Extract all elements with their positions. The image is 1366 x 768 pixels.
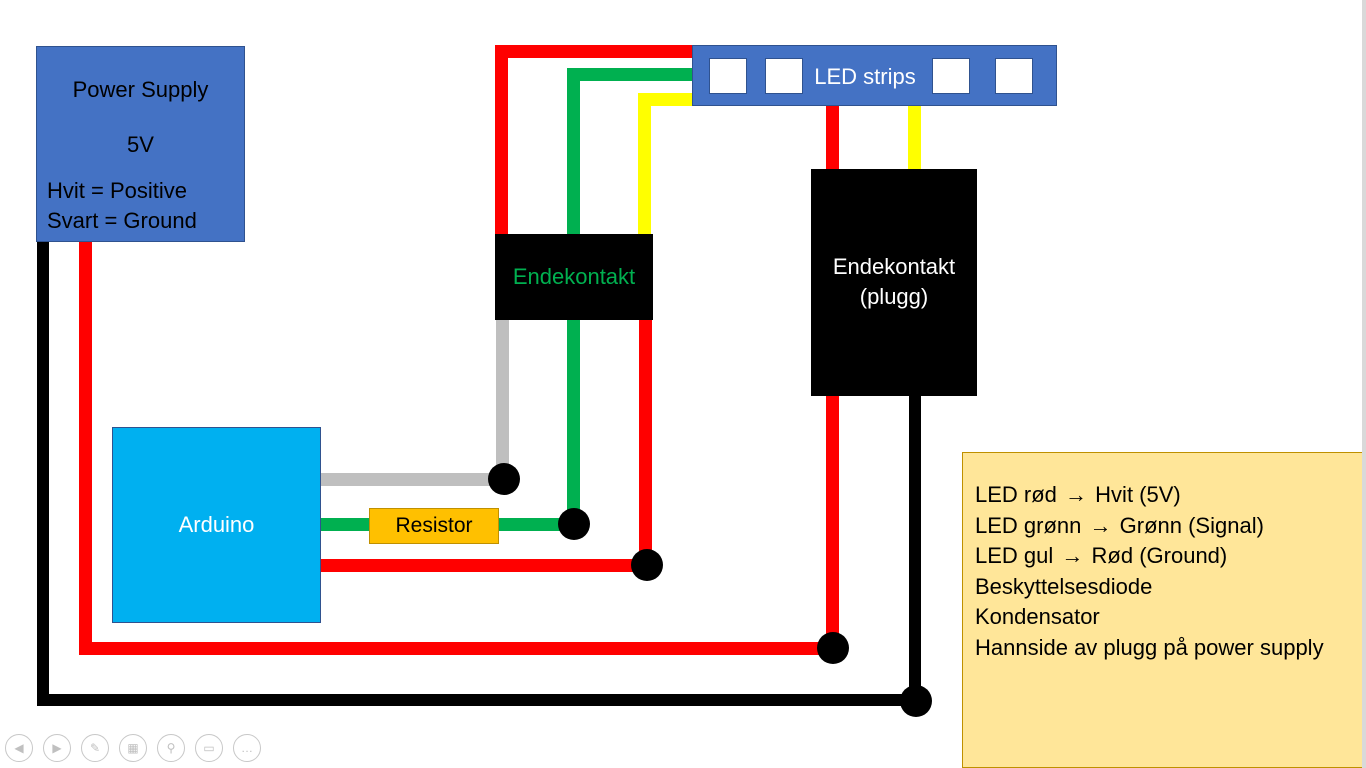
led-square (995, 58, 1033, 94)
led-square (765, 58, 803, 94)
red-wire-to-arduino (321, 559, 651, 572)
green-wire-top (567, 68, 695, 81)
slides-icon[interactable]: ▦ (119, 734, 147, 762)
arrow-right-icon: → (1061, 543, 1084, 568)
led-strips-label: LED strips (814, 64, 916, 89)
yellow-wire-down (638, 93, 651, 235)
gray-wire-to-arduino (321, 473, 506, 486)
arrow-right-icon: → (1065, 482, 1088, 507)
red-wire-strip-to-plug (826, 106, 839, 170)
arduino-box: Arduino (112, 427, 321, 623)
legend-right: Grønn (Signal) (1119, 513, 1264, 538)
power-supply-title: Power Supply (72, 77, 209, 102)
led-strips-box: LED strips (692, 45, 1057, 106)
legend-line: Kondensator (975, 604, 1100, 629)
legend-line: Beskyttelsesdiode (975, 574, 1153, 599)
zoom-icon[interactable]: ⚲ (157, 734, 185, 762)
green-wire-connector-down (567, 320, 580, 525)
junction-dot-black-bottom (900, 685, 932, 717)
junction-dot-gray (488, 463, 520, 495)
legend-line: LED rød → Hvit (5V) (975, 482, 1181, 508)
subtitles-icon[interactable]: ▭ (195, 734, 223, 762)
power-supply-line-ground: Svart = Ground (47, 208, 197, 233)
black-wire-bottom (37, 694, 921, 706)
yellow-wire-top (638, 93, 695, 106)
pen-icon[interactable]: ✎ (81, 734, 109, 762)
junction-dot-green (558, 508, 590, 540)
junction-dot-red-bottom (817, 632, 849, 664)
red-wire-connector-down (639, 320, 652, 570)
red-wire-psu-down (79, 240, 92, 655)
led-square (932, 58, 970, 94)
end-connector-plug-label: Endekontakt (832, 254, 956, 279)
arrow-right-icon: → (1089, 513, 1112, 538)
end-connector-box: Endekontakt (495, 234, 653, 320)
previous-icon[interactable]: ◀ (5, 734, 33, 762)
yellow-wire-strip-to-plug (908, 106, 921, 170)
power-supply-voltage: 5V (127, 132, 154, 157)
led-square (709, 58, 747, 94)
black-wire-plug-down (909, 396, 921, 706)
red-wire-left-down (495, 45, 508, 235)
legend-box: LED rød → Hvit (5V) LED grønn → Grønn (S… (962, 452, 1366, 768)
black-wire-psu-down (37, 240, 49, 706)
resistor-box: Resistor (369, 508, 499, 544)
junction-dot-red (631, 549, 663, 581)
legend-right: Rød (Ground) (1091, 543, 1228, 568)
legend-right: Hvit (5V) (1095, 482, 1181, 507)
end-connector-plug-box: Endekontakt (plugg) (811, 169, 977, 396)
next-icon[interactable]: ▶ (43, 734, 71, 762)
red-wire-plug-down (826, 396, 839, 655)
legend-line: LED gul → Rød (Ground) (975, 543, 1227, 569)
legend-line: LED grønn → Grønn (Signal) (975, 513, 1264, 539)
end-connector-plug-sublabel: (plugg) (859, 284, 929, 309)
legend-left: LED gul (975, 543, 1054, 568)
red-wire-bottom (79, 642, 839, 655)
gray-wire-down (496, 320, 509, 480)
legend-left: LED rød (975, 482, 1057, 507)
green-wire-down (567, 68, 580, 235)
legend-left: LED grønn (975, 513, 1082, 538)
legend-line: Hannside av plugg på power supply (975, 635, 1324, 660)
power-supply-line-positive: Hvit = Positive (47, 178, 187, 203)
more-icon[interactable]: … (233, 734, 261, 762)
power-supply-box: Power Supply 5V Hvit = Positive Svart = … (36, 46, 245, 242)
window-edge (1362, 0, 1366, 768)
red-wire-top (495, 45, 695, 58)
